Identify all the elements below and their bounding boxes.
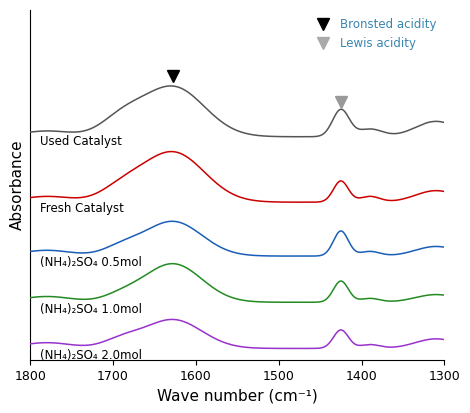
Text: (NH₄)₂SO₄ 1.0mol: (NH₄)₂SO₄ 1.0mol bbox=[40, 303, 142, 316]
Text: (NH₄)₂SO₄ 0.5mol: (NH₄)₂SO₄ 0.5mol bbox=[40, 256, 142, 269]
Y-axis label: Absorbance: Absorbance bbox=[10, 140, 25, 230]
Text: Used Catalyst: Used Catalyst bbox=[40, 135, 122, 148]
Text: Fresh Catalyst: Fresh Catalyst bbox=[40, 202, 124, 215]
Legend: Bronsted acidity, Lewis acidity: Bronsted acidity, Lewis acidity bbox=[309, 16, 439, 52]
Text: (NH₄)₂SO₄ 2.0mol: (NH₄)₂SO₄ 2.0mol bbox=[40, 349, 142, 362]
X-axis label: Wave number (cm⁻¹): Wave number (cm⁻¹) bbox=[157, 388, 318, 403]
